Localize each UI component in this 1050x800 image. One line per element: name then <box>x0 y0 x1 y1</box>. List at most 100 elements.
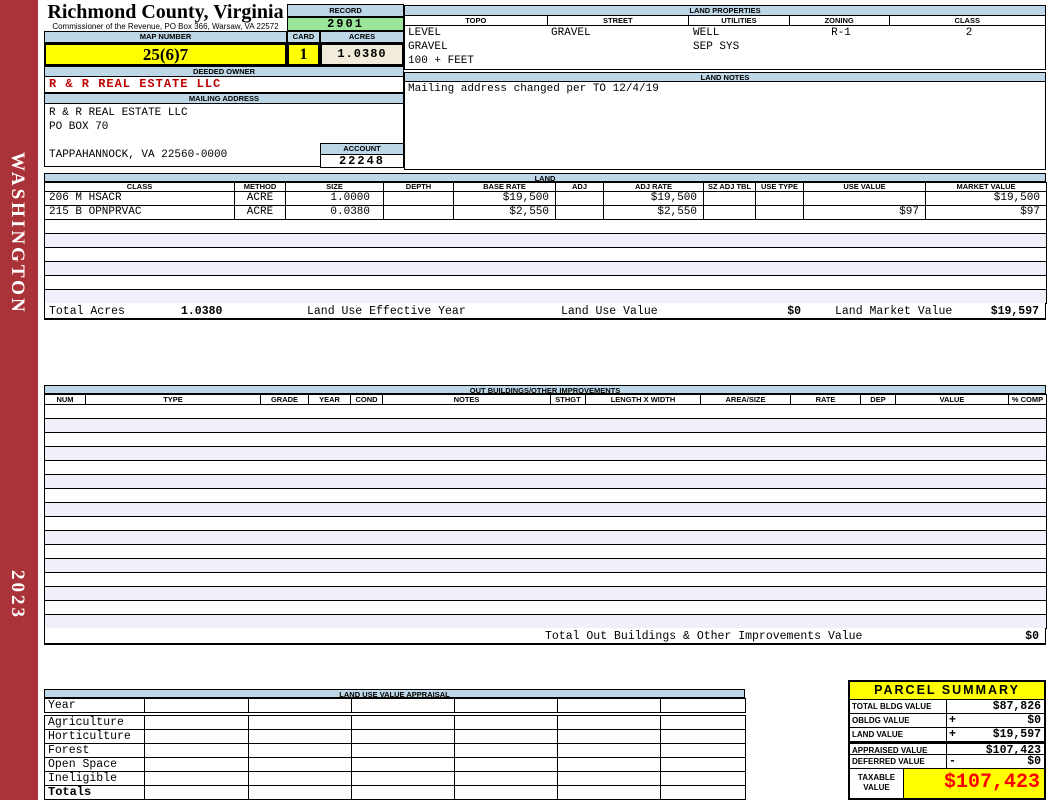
out-buildings-row-cell <box>350 488 383 503</box>
appraisal-row-label: Agriculture <box>44 715 145 730</box>
appraisal-cell <box>144 715 249 730</box>
deferred-value-label: DEFERRED VALUE <box>850 755 947 769</box>
utilities-value-1: WELL <box>693 27 720 39</box>
out-buildings-row-empty <box>44 404 1047 419</box>
appraisal-cell <box>351 743 455 758</box>
out-buildings-row-cell <box>585 600 701 615</box>
land-row-cell <box>383 233 454 248</box>
out-buildings-row-cell <box>550 404 586 419</box>
out-buildings-row-cell <box>260 446 309 461</box>
out-buildings-row-cell <box>860 600 896 615</box>
out-buildings-row-cell <box>350 516 383 531</box>
land-row-cell <box>44 233 235 248</box>
out-buildings-column-header: NUM <box>44 394 86 405</box>
land-row-cell <box>44 219 235 234</box>
out-buildings-row-cell <box>44 488 86 503</box>
out-buildings-row-cell <box>350 502 383 517</box>
out-buildings-row-cell <box>382 600 551 615</box>
out-buildings-row-cell <box>85 586 261 601</box>
land-row: 206 M HSACR ACRE 1.0000 $19,500 $19,500 $19,5… <box>44 191 1047 206</box>
out-buildings-row-cell <box>790 614 861 629</box>
summary-row-taxable: TAXABLE VALUE $107,423 <box>850 769 1044 798</box>
out-buildings-row-cell <box>350 418 383 433</box>
appraisal-cell <box>248 729 352 744</box>
out-buildings-column-header: DEP <box>860 394 896 405</box>
taxable-label-line1: TAXABLE <box>857 773 896 782</box>
out-buildings-row-cell <box>700 404 791 419</box>
acres-value: 1.0380 <box>320 43 404 66</box>
value-text: $19,597 <box>992 728 1041 741</box>
land-row-cell <box>603 289 704 304</box>
land-use-appraisal-title: LAND USE VALUE APPRAISAL <box>44 689 745 698</box>
mailing-line-1: R & R REAL ESTATE LLC <box>49 107 188 119</box>
out-buildings-row-cell <box>895 530 1009 545</box>
out-buildings-row-cell <box>895 614 1009 629</box>
land-column-header: SIZE <box>285 182 384 192</box>
land-row-cell: 0.0380 <box>285 205 384 220</box>
appraisal-cell <box>454 757 558 772</box>
out-buildings-row-cell <box>260 432 309 447</box>
map-number-value: 25(6)7 <box>44 43 287 66</box>
land-row-cell <box>755 233 804 248</box>
land-row-cell <box>925 247 1047 262</box>
out-buildings-row-cell <box>585 544 701 559</box>
land-row-cell <box>925 275 1047 290</box>
out-buildings-row-cell <box>44 544 86 559</box>
out-buildings-row-cell <box>700 544 791 559</box>
out-buildings-row-cell <box>85 614 261 629</box>
out-buildings-row-cell <box>550 488 586 503</box>
out-buildings-row-cell <box>790 544 861 559</box>
out-buildings-row-cell <box>308 446 351 461</box>
county-title: Richmond County, Virginia <box>47 1 284 23</box>
land-row-cell: 206 M HSACR <box>44 191 235 206</box>
land-row-cell <box>234 219 286 234</box>
out-buildings-row-cell <box>260 600 309 615</box>
operator: + <box>949 728 956 741</box>
out-buildings-row-cell <box>1008 530 1047 545</box>
appraisal-row: Forest <box>44 743 746 758</box>
appraisal-cell <box>660 757 746 772</box>
out-buildings-row-cell <box>585 502 701 517</box>
value-text: $87,826 <box>992 700 1041 713</box>
land-row-cell <box>453 219 556 234</box>
out-buildings-row-cell <box>308 586 351 601</box>
out-buildings-row-cell <box>895 404 1009 419</box>
mailing-city-line: TAPPAHANNOCK, VA 22560-0000 <box>49 149 228 161</box>
land-column-header: ADJ <box>555 182 604 192</box>
out-buildings-row-cell <box>308 516 351 531</box>
land-row-cell <box>453 233 556 248</box>
appraisal-cell <box>144 785 249 800</box>
col-header-topo: TOPO <box>405 16 548 26</box>
out-buildings-column-header: VALUE <box>895 394 1009 405</box>
land-row-cell <box>703 205 756 220</box>
out-buildings-row-cell <box>860 404 896 419</box>
land-row-cell <box>803 261 926 276</box>
appraisal-cell <box>144 698 249 713</box>
out-buildings-row-cell <box>308 432 351 447</box>
summary-row-deferred: DEFERRED VALUE - $0 <box>850 755 1044 769</box>
appraisal-row: Ineligible <box>44 771 746 786</box>
out-buildings-row-empty <box>44 460 1047 475</box>
out-buildings-row-cell <box>790 446 861 461</box>
appraisal-row: Agriculture <box>44 715 746 730</box>
out-buildings-row-cell <box>308 404 351 419</box>
spine-year-label: 2023 <box>7 570 28 620</box>
out-buildings-row-cell <box>382 544 551 559</box>
out-buildings-row-cell <box>350 432 383 447</box>
land-row-cell <box>44 247 235 262</box>
out-buildings-row-cell <box>585 460 701 475</box>
out-buildings-row-cell <box>860 558 896 573</box>
appraisal-cell <box>351 785 455 800</box>
land-row-cell <box>803 289 926 304</box>
appraisal-cell <box>248 771 352 786</box>
out-buildings-row-cell <box>1008 516 1047 531</box>
land-row-cell <box>234 289 286 304</box>
topo-value-2: GRAVEL <box>408 41 448 53</box>
summary-row-appraised: APPRAISED VALUE $107,423 <box>850 742 1044 757</box>
out-buildings-row-cell <box>1008 474 1047 489</box>
out-buildings-column-header: % COMP <box>1008 394 1047 405</box>
out-buildings-row-empty <box>44 474 1047 489</box>
out-buildings-row-cell <box>260 418 309 433</box>
out-buildings-row-cell <box>585 432 701 447</box>
appraisal-cell <box>557 715 661 730</box>
